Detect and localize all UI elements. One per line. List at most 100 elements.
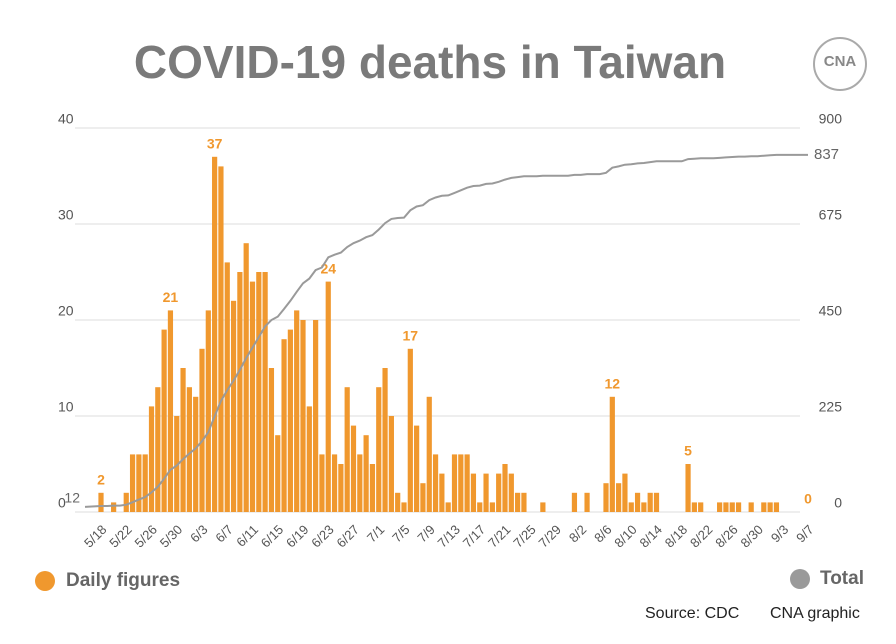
bar [249, 281, 256, 512]
bar [451, 454, 458, 512]
bar [319, 454, 325, 512]
bar [496, 473, 502, 512]
bar [306, 406, 312, 512]
bar [155, 387, 161, 512]
bar [691, 502, 697, 512]
bar [111, 502, 117, 512]
bar [508, 473, 514, 512]
legend-swatch [790, 569, 810, 589]
bar [540, 502, 546, 512]
bar [653, 492, 660, 512]
bar [123, 492, 129, 512]
bar [382, 368, 388, 512]
source: Source: CDC [645, 605, 739, 622]
bar [735, 502, 742, 512]
bar [281, 339, 287, 512]
bar [470, 473, 477, 512]
bar [717, 502, 723, 512]
bar [603, 483, 609, 512]
bar [634, 492, 641, 512]
bar [407, 348, 413, 512]
y-tick-label: 40 [58, 111, 74, 127]
bar [344, 387, 350, 512]
data-label: 2 [97, 472, 105, 488]
legend-label: Total [820, 568, 864, 589]
bar [224, 262, 230, 512]
bar [230, 300, 237, 512]
bar [98, 492, 104, 512]
bar [294, 310, 300, 512]
bar [641, 502, 647, 512]
bar [148, 406, 155, 512]
bar [262, 272, 268, 512]
bar [584, 492, 590, 512]
bar [167, 310, 174, 512]
bar [243, 243, 249, 512]
data-label: 21 [163, 289, 179, 305]
bar [142, 454, 148, 512]
bar [357, 454, 363, 512]
bar [325, 281, 331, 512]
bar [445, 502, 451, 512]
start-label: 12 [64, 490, 80, 506]
logo-ring [813, 37, 867, 91]
bar [401, 502, 407, 512]
logo: CNA [824, 53, 857, 70]
bar [376, 387, 382, 512]
bar [439, 473, 445, 512]
bar [458, 454, 464, 512]
bar [432, 454, 439, 512]
bar [647, 492, 653, 512]
bar [256, 272, 262, 512]
data-label: 5 [684, 443, 692, 459]
bar [218, 166, 224, 512]
bar [616, 483, 622, 512]
data-label: 37 [207, 136, 223, 152]
bar [748, 502, 754, 512]
bar [761, 502, 767, 512]
bar [420, 483, 426, 512]
legend-swatch [35, 571, 55, 591]
bar [338, 464, 344, 512]
bar [628, 502, 634, 512]
y-tick-label: 10 [58, 399, 74, 415]
y-tick-label: 30 [58, 207, 74, 223]
bar [268, 368, 275, 512]
bar [199, 348, 205, 512]
data-label: 12 [605, 376, 621, 392]
y2-tick-label: 900 [819, 111, 843, 127]
bar [622, 473, 628, 512]
bar [515, 492, 521, 512]
legend-label: Daily figures [66, 570, 180, 591]
bar [313, 320, 319, 512]
bar [186, 387, 192, 512]
bar [180, 368, 186, 512]
bar [237, 272, 243, 512]
y2-tick-label: 450 [819, 303, 843, 319]
bar [426, 396, 432, 512]
total-line [84, 153, 808, 508]
bar [287, 329, 293, 512]
bar [193, 396, 199, 512]
bar [395, 492, 401, 512]
bar [609, 396, 615, 512]
bar [729, 502, 735, 512]
data-label: 24 [320, 260, 336, 276]
chart-title: COVID-19 deaths in Taiwan [134, 36, 726, 88]
bar [571, 492, 578, 512]
bar [136, 454, 142, 512]
bar [331, 454, 338, 512]
bar [414, 425, 420, 512]
data-label: 0 [804, 491, 812, 507]
bar [363, 435, 369, 512]
y-tick-label: 0 [58, 495, 66, 511]
bar [161, 329, 167, 512]
bar [129, 454, 136, 512]
bar [521, 492, 527, 512]
bar [685, 464, 691, 512]
bar [723, 502, 729, 512]
bar [205, 310, 211, 512]
bar [483, 473, 489, 512]
bar [350, 425, 357, 512]
